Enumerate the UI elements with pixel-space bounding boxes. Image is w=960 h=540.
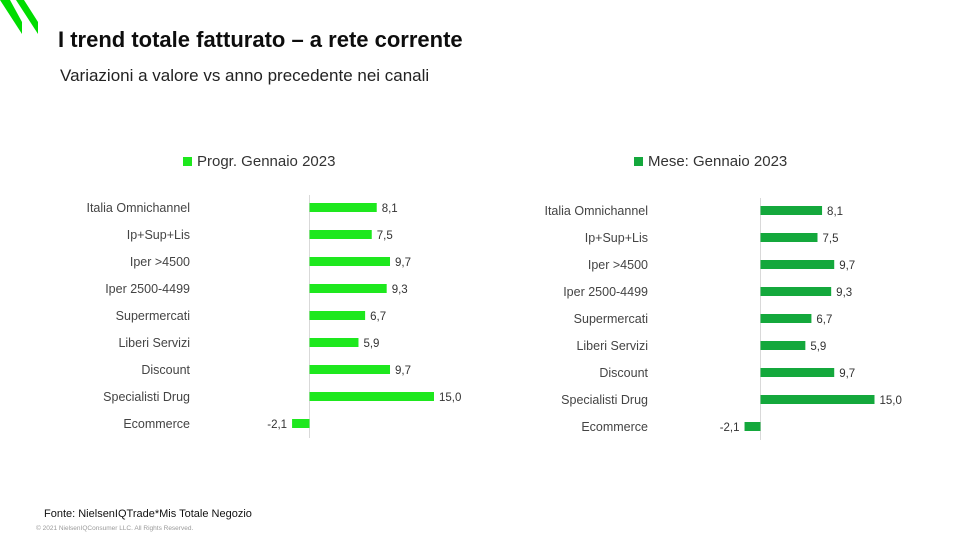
- copyright-note: © 2021 NielsenIQConsumer LLC. All Rights…: [36, 525, 194, 532]
- category-label: Specialisti Drug: [103, 390, 190, 404]
- bar: [760, 233, 818, 242]
- value-label: 15,0: [439, 392, 461, 404]
- category-label: Liberi Servizi: [118, 336, 190, 350]
- category-label: Supermercati: [574, 312, 648, 326]
- category-label: Discount: [141, 363, 190, 377]
- bar: [309, 338, 359, 347]
- category-label: Iper 2500-4499: [105, 282, 190, 296]
- value-label: 9,7: [395, 365, 411, 377]
- bar: [760, 341, 806, 350]
- page-subtitle: Variazioni a valore vs anno precedente n…: [60, 66, 430, 85]
- bar: [744, 422, 761, 431]
- category-label: Iper 2500-4499: [563, 285, 648, 299]
- value-label: 9,3: [392, 284, 408, 296]
- value-label: -2,1: [267, 419, 287, 431]
- value-label: 5,9: [810, 341, 826, 353]
- bar: [760, 260, 835, 269]
- category-label: Liberi Servizi: [576, 339, 648, 353]
- value-label: 9,7: [839, 368, 855, 380]
- value-label: 8,1: [827, 206, 843, 218]
- legend-swatch: [634, 157, 643, 166]
- category-label: Ip+Sup+Lis: [585, 231, 648, 245]
- chart-2: Mese: Gennaio 2023 Italia Omnichannel 8,1 I…: [544, 153, 902, 440]
- chart-1: Progr. Gennaio 2023 Italia Omnichannel 8,1…: [86, 153, 461, 438]
- nielseniq-slash-logo-icon: [0, 0, 38, 34]
- bar: [760, 287, 832, 296]
- bar: [760, 395, 875, 404]
- category-label: Iper >4500: [588, 258, 648, 272]
- bar: [309, 284, 387, 293]
- bar: [760, 368, 835, 377]
- value-label: 5,9: [363, 338, 379, 350]
- value-label: 6,7: [370, 311, 386, 323]
- value-label: 9,7: [839, 260, 855, 272]
- category-label: Discount: [599, 366, 648, 380]
- source-note: Fonte: NielsenIQTrade*Mis Totale Negozio: [44, 508, 252, 520]
- category-label: Supermercati: [116, 309, 190, 323]
- category-label: Iper >4500: [130, 255, 190, 269]
- bar: [292, 419, 310, 428]
- bar: [309, 392, 434, 401]
- page-title: I trend totale fatturato – a rete corren…: [58, 27, 463, 52]
- value-label: 7,5: [377, 230, 393, 242]
- bar: [309, 203, 377, 212]
- value-label: 9,7: [395, 257, 411, 269]
- value-label: 7,5: [823, 233, 839, 245]
- category-label: Ecommerce: [123, 417, 190, 431]
- legend-swatch: [183, 157, 192, 166]
- category-label: Ecommerce: [581, 420, 648, 434]
- value-label: 6,7: [816, 314, 832, 326]
- bar: [309, 311, 366, 320]
- value-label: -2,1: [720, 422, 740, 434]
- bar: [760, 206, 823, 215]
- bar: [309, 365, 391, 374]
- value-label: 8,1: [382, 203, 398, 215]
- value-label: 15,0: [880, 395, 902, 407]
- legend-label: Mese: Gennaio 2023: [648, 153, 787, 170]
- bar: [760, 314, 812, 323]
- bar: [309, 257, 391, 266]
- category-label: Ip+Sup+Lis: [127, 228, 190, 242]
- category-label: Italia Omnichannel: [86, 201, 190, 215]
- bar: [309, 230, 372, 239]
- category-label: Italia Omnichannel: [544, 204, 648, 218]
- legend-label: Progr. Gennaio 2023: [197, 153, 335, 170]
- value-label: 9,3: [836, 287, 852, 299]
- category-label: Specialisti Drug: [561, 393, 648, 407]
